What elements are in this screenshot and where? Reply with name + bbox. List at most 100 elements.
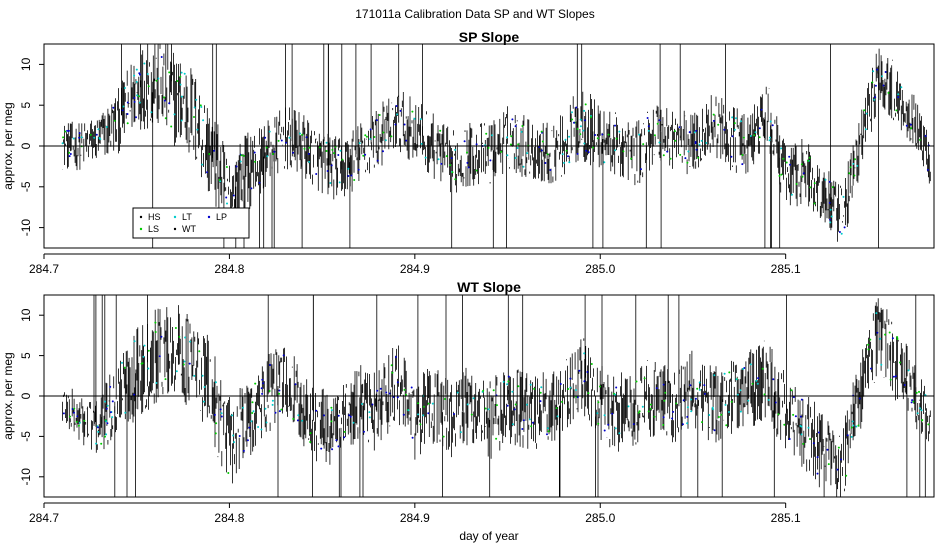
wt-slope-calibration-point xyxy=(903,384,906,386)
legend-marker xyxy=(139,227,143,231)
sp-slope-calibration-point xyxy=(213,149,216,152)
wt-slope-calibration-point xyxy=(160,335,163,338)
wt-slope-calibration-point xyxy=(335,439,338,442)
wt-slope-trace xyxy=(62,298,931,497)
wt-slope-calibration-point xyxy=(251,401,254,404)
sp-slope-calibration-point xyxy=(123,87,126,89)
wt-slope-calibration-point xyxy=(456,391,459,394)
wt-slope-calibration-point xyxy=(547,430,550,433)
wt-slope-calibration-point xyxy=(109,385,112,388)
sp-slope-calibration-point xyxy=(206,171,208,174)
wt-slope-calibration-point xyxy=(919,407,921,410)
sp-slope-calibration-point xyxy=(487,146,490,149)
wt-slope-calibration-point xyxy=(368,411,371,414)
wt-slope-calibration-point xyxy=(867,343,870,346)
wt-slope-calibration-point xyxy=(232,434,235,437)
wt-slope-calibration-point xyxy=(708,414,711,416)
wt-slope-calibration-point xyxy=(248,426,251,429)
wt-slope-calibration-point xyxy=(506,383,509,386)
wt-slope-calibration-point xyxy=(202,400,205,403)
wt-slope-calibration-point xyxy=(379,387,382,390)
wt-slope-calibration-point xyxy=(816,472,819,475)
sp-slope-calibration-point xyxy=(842,195,845,198)
sp-slope-calibration-point xyxy=(136,94,139,97)
wt-slope-calibration-point xyxy=(269,364,271,366)
sp-slope-calibration-point xyxy=(95,133,98,136)
sp-slope-calibration-point xyxy=(126,122,129,125)
wt-slope-calibration-point xyxy=(444,398,446,400)
wt-slope-calibration-point xyxy=(892,375,895,378)
wt-slope-calibration-point xyxy=(76,415,79,418)
wt-slope-calibration-point xyxy=(800,433,803,436)
wt-slope-data xyxy=(62,295,931,497)
wt-slope-title: WT Slope xyxy=(457,279,521,295)
sp-slope-calibration-point xyxy=(511,118,514,121)
sp-slope-calibration-point xyxy=(589,116,592,119)
sp-slope-calibration-point xyxy=(582,129,585,132)
sp-slope-calibration-point xyxy=(864,128,867,131)
sp-slope-calibration-point xyxy=(193,116,195,118)
wt-slope-calibration-point xyxy=(402,413,405,416)
wt-slope-calibration-point xyxy=(69,415,71,418)
wt-slope-calibration-point xyxy=(417,413,420,416)
sp-slope-calibration-point xyxy=(451,171,454,174)
wt-slope-calibration-point xyxy=(106,404,109,407)
wt-slope-calibration-point xyxy=(671,417,674,420)
wt-slope-calibration-point xyxy=(755,379,758,382)
wt-slope-calibration-point xyxy=(915,391,918,394)
wt-slope-calibration-point xyxy=(867,348,870,351)
wt-slope-calibration-point xyxy=(614,427,617,430)
sp-slope-calibration-point xyxy=(199,104,202,107)
sp-slope-trace xyxy=(62,44,931,242)
wt-slope-calibration-point xyxy=(106,422,109,425)
wt-slope-calibration-point xyxy=(403,388,406,391)
wt-slope-calibration-point xyxy=(466,403,469,406)
wt-slope-calibration-point xyxy=(189,340,192,343)
wt-slope-calibration-point xyxy=(242,406,244,409)
sp-slope-calibration-point xyxy=(467,166,470,169)
sp-slope-calibration-point xyxy=(376,159,379,162)
sp-slope-calibration-point xyxy=(740,120,742,123)
wt-slope-calibration-point xyxy=(268,390,271,392)
sp-slope-calibration-point xyxy=(135,68,138,71)
wt-slope-calibration-point xyxy=(97,426,99,429)
wt-slope-calibration-point xyxy=(278,389,281,392)
sp-slope-calibration-point xyxy=(897,96,900,99)
sp-slope-calibration-point xyxy=(466,161,469,164)
sp-slope-calibration-point xyxy=(235,165,238,168)
wt-slope-calibration-point xyxy=(71,408,74,410)
wt-slope-calibration-point xyxy=(704,392,706,395)
wt-slope-calibration-point xyxy=(104,400,106,403)
sp-slope-calibration-point xyxy=(325,150,328,152)
sp-slope-calibration-point xyxy=(373,136,376,138)
sp-slope-calibration-point xyxy=(733,122,736,125)
sp-slope-calibration-point xyxy=(437,158,440,161)
sp-slope-calibration-point xyxy=(403,123,406,126)
sp-slope-calibration-point xyxy=(585,149,588,152)
wt-slope-calibration-point xyxy=(910,401,913,404)
wt-slope-calibration-point xyxy=(251,412,254,414)
wt-slope-calibration-point xyxy=(664,391,667,394)
wt-slope-calibration-point xyxy=(111,416,114,419)
wt-slope-calibration-point xyxy=(837,446,840,449)
wt-slope-calibration-point xyxy=(911,399,914,402)
wt-slope-calibration-point xyxy=(143,344,146,347)
sp-slope-calibration-point xyxy=(705,142,708,144)
sp-slope-calibration-point xyxy=(105,126,108,128)
sp-slope-calibration-point xyxy=(887,91,890,94)
sp-slope-calibration-point xyxy=(466,151,468,154)
sp-slope-calibration-point xyxy=(561,153,564,156)
wt-slope-calibration-point xyxy=(840,458,842,461)
sp-slope-calibration-point xyxy=(369,138,372,141)
wt-slope-calibration-point xyxy=(337,445,340,448)
wt-slope-calibration-point xyxy=(546,433,548,436)
wt-slope-calibration-point xyxy=(315,409,318,412)
wt-slope-calibration-point xyxy=(556,415,559,418)
wt-slope-calibration-point xyxy=(104,435,106,438)
wt-slope-calibration-point xyxy=(751,382,754,385)
sp-slope-calibration-point xyxy=(749,135,752,137)
sp-slope-calibration-point xyxy=(176,80,179,82)
wt-slope-calibration-point xyxy=(792,396,795,399)
sp-slope-calibration-point xyxy=(390,135,393,138)
